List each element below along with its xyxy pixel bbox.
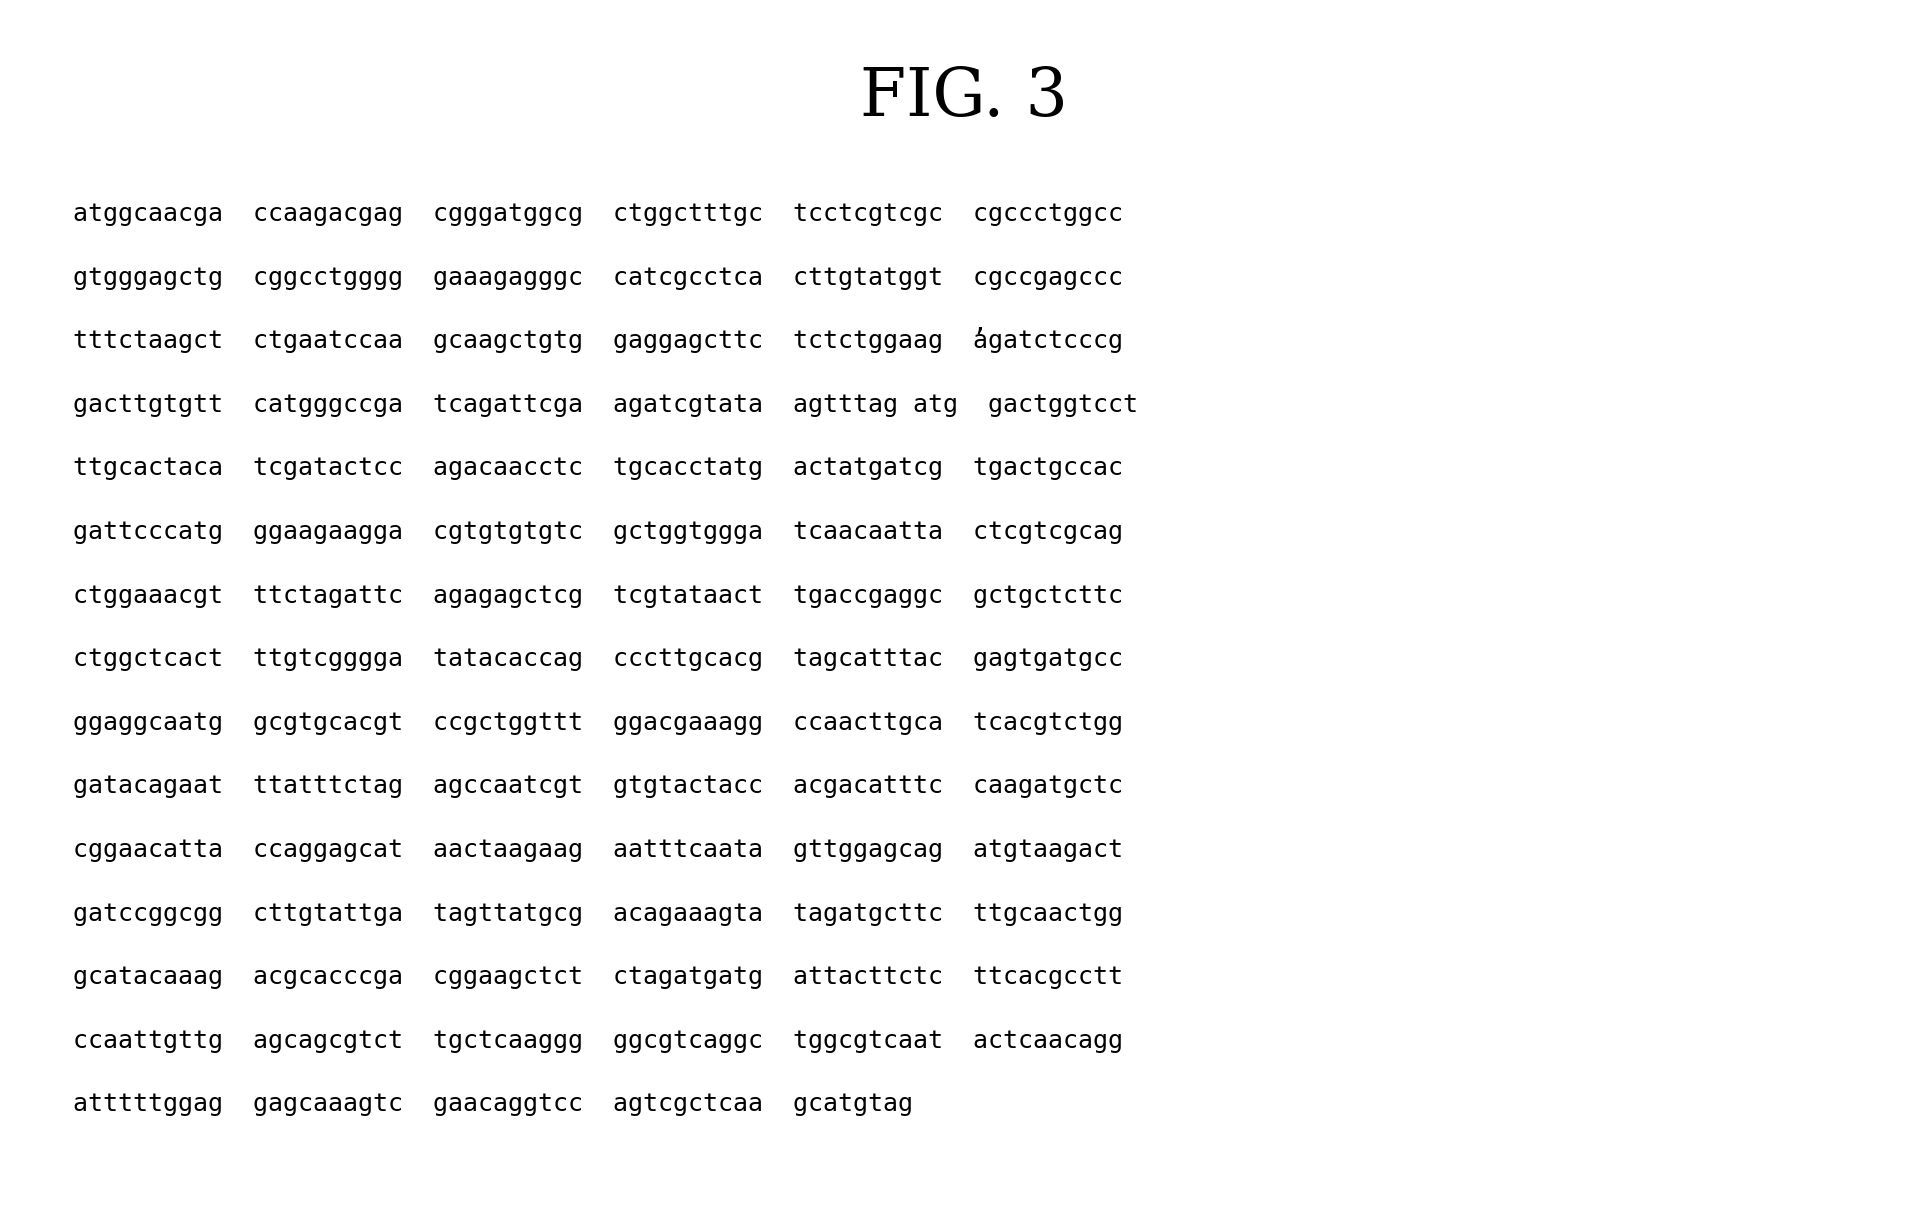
Text: ctggaaacgt  ttctagattc  agagagctcg  tcgtataact  tgaccgaggc  gctgctcttc: ctggaaacgt ttctagattc agagagctcg tcgtata… bbox=[73, 583, 1123, 608]
Text: atggcaacga  ccaagacgag  cgggatggcg  ctggctttgc  tcctcgtcgc  cgccctggcc: atggcaacga ccaagacgag cgggatggcg ctggctt… bbox=[73, 202, 1123, 226]
Text: cggaacatta  ccaggagcat  aactaagaag  aatttcaata  gttggagcag  atgtaagact: cggaacatta ccaggagcat aactaagaag aatttca… bbox=[73, 838, 1123, 862]
Text: gcatacaaag  acgcacccga  cggaagctct  ctagatgatg  attacttctc  ttcacgcctt: gcatacaaag acgcacccga cggaagctct ctagatg… bbox=[73, 965, 1123, 989]
Text: tttctaagct  ctgaatccaa  gcaagctgtg  gaggagcttc  tctctggaag  agatctcccg: tttctaagct ctgaatccaa gcaagctgtg gaggagc… bbox=[73, 329, 1123, 353]
Text: gatacagaat  ttatttctag  agccaatcgt  gtgtactacc  acgacatttc  caagatgctc: gatacagaat ttatttctag agccaatcgt gtgtact… bbox=[73, 774, 1123, 799]
Text: gatccggcgg  cttgtattga  tagttatgcg  acagaaagta  tagatgcttc  ttgcaactgg: gatccggcgg cttgtattga tagttatgcg acagaaa… bbox=[73, 901, 1123, 926]
Text: ccaattgttg  agcagcgtct  tgctcaaggg  ggcgtcaggc  tggcgtcaat  actcaacagg: ccaattgttg agcagcgtct tgctcaaggg ggcgtca… bbox=[73, 1029, 1123, 1053]
Text: gattcccatg  ggaagaagga  cgtgtgtgtc  gctggtggga  tcaacaatta  ctcgtcgcag: gattcccatg ggaagaagga cgtgtgtgtc gctggtg… bbox=[73, 520, 1123, 544]
Text: ctggctcact  ttgtcgggga  tatacaccag  cccttgcacg  tagcatttac  gagtgatgcc: ctggctcact ttgtcgggga tatacaccag cccttgc… bbox=[73, 647, 1123, 671]
Text: gtgggagctg  cggcctgggg  gaaagagggc  catcgcctca  cttgtatggt  cgccgagccc: gtgggagctg cggcctgggg gaaagagggc catcgcc… bbox=[73, 265, 1123, 290]
Text: atttttggag  gagcaaagtc  gaacaggtcc  agtcgctcaa  gcatgtag: atttttggag gagcaaagtc gaacaggtcc agtcgct… bbox=[73, 1092, 913, 1117]
Text: FIG. 3: FIG. 3 bbox=[859, 65, 1068, 131]
Text: gacttgtgtt  catgggccga  tcagattcga  agatcgtata  agtttag atg  gactggtcct: gacttgtgtt catgggccga tcagattcga agatcgt… bbox=[73, 393, 1139, 417]
Text: ’: ’ bbox=[971, 327, 987, 351]
Text: ttgcactaca  tcgatactcc  agacaacctc  tgcacctatg  actatgatcg  tgactgccac: ttgcactaca tcgatactcc agacaacctc tgcacct… bbox=[73, 456, 1123, 481]
Text: ggaggcaatg  gcgtgcacgt  ccgctggttt  ggacgaaagg  ccaacttgca  tcacgtctgg: ggaggcaatg gcgtgcacgt ccgctggttt ggacgaa… bbox=[73, 711, 1123, 735]
